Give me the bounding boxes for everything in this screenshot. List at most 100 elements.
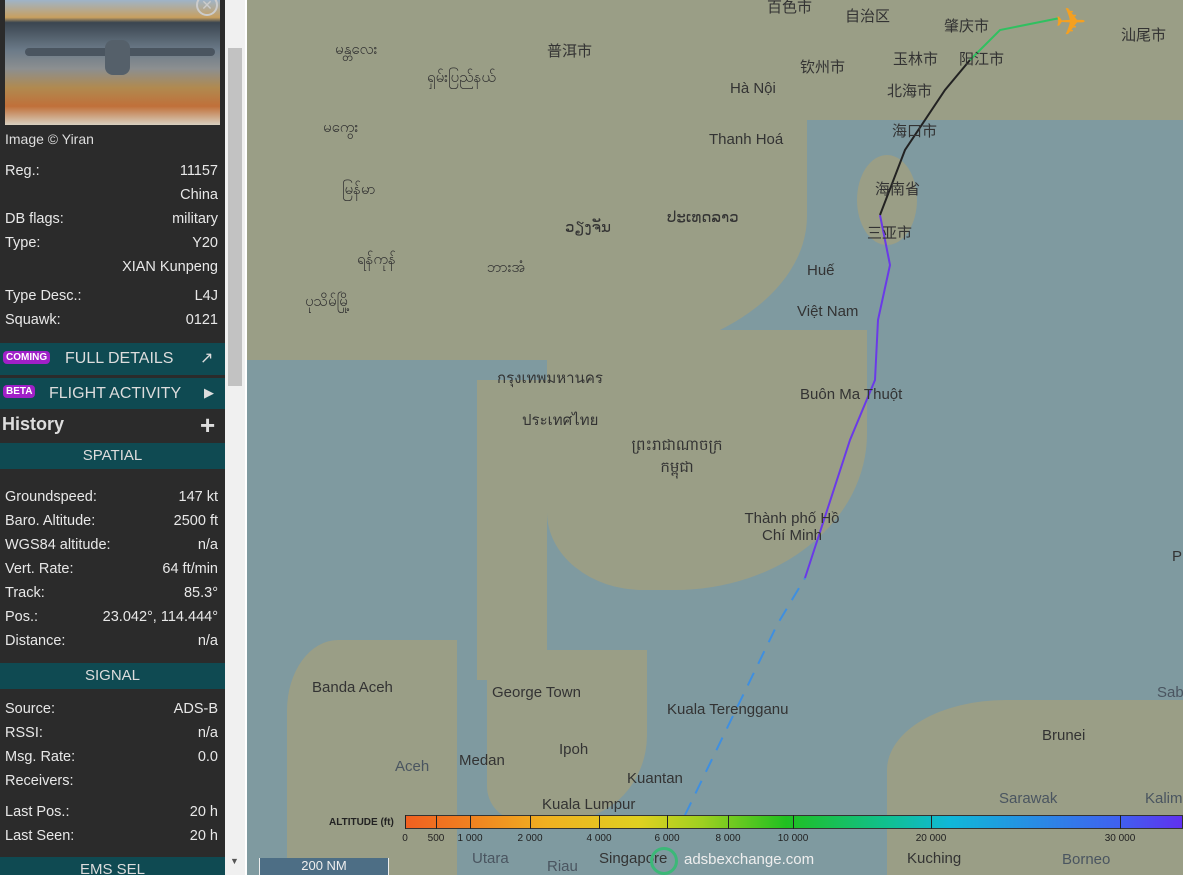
map-label: Riau bbox=[547, 858, 578, 875]
map-label: Thanh Hoá bbox=[709, 131, 784, 148]
map-label: 三亚市 bbox=[867, 225, 913, 242]
info-row: XIAN Kunpeng bbox=[5, 259, 218, 279]
altitude-tick-label: 2 000 bbox=[517, 833, 543, 844]
row-label: DB flags: bbox=[5, 211, 64, 227]
airplane-icon[interactable]: ✈ bbox=[1055, 2, 1087, 44]
map-label: မြန်မာ bbox=[342, 181, 376, 198]
info-row: Type: Y20 bbox=[5, 235, 218, 255]
attribution: adsbexchange.com bbox=[684, 851, 815, 868]
altitude-tick bbox=[470, 815, 471, 829]
altitude-legend-bar bbox=[405, 815, 1183, 829]
row-label: WGS84 altitude: bbox=[5, 537, 111, 553]
row-label: Type Desc.: bbox=[5, 288, 82, 304]
signal-section-header[interactable]: SIGNAL bbox=[0, 663, 225, 689]
row-value: 147 kt bbox=[178, 489, 219, 505]
map-label: ရှမ်းပြည်နယ် bbox=[427, 69, 496, 86]
sidebar-scrollbar[interactable]: ▼ bbox=[225, 0, 245, 875]
row-value: n/a bbox=[197, 725, 218, 741]
map-label: Kuching bbox=[907, 850, 962, 867]
history-heading: History bbox=[2, 414, 65, 434]
spatial-section-header[interactable]: SPATIAL bbox=[0, 443, 225, 469]
map-label: Borneo bbox=[1062, 851, 1111, 868]
map-label: Kuala Lumpur bbox=[542, 796, 636, 813]
map-label: ປະເທດລາວ bbox=[667, 209, 739, 226]
altitude-tick-label: 500 bbox=[427, 833, 445, 844]
image-credit: Image © Yiran bbox=[5, 131, 94, 147]
map-label: ព្រះរាជាណាចក្រ កម្ពុជា bbox=[631, 437, 723, 476]
row-label: Last Seen: bbox=[5, 828, 75, 844]
info-row: Vert. Rate: 64 ft/min bbox=[5, 561, 218, 581]
altitude-tick bbox=[530, 815, 531, 829]
row-label: Distance: bbox=[5, 633, 66, 649]
info-row: DB flags: military bbox=[5, 211, 218, 231]
row-label: Squawk: bbox=[5, 312, 61, 328]
row-value: 2500 ft bbox=[173, 513, 218, 529]
full-details-button[interactable]: COMING FULL DETAILS ↗ bbox=[0, 343, 225, 375]
altitude-tick bbox=[1120, 815, 1121, 829]
map-label: Ipoh bbox=[559, 741, 589, 758]
map-label: Aceh bbox=[395, 758, 430, 775]
map-label: Utara bbox=[472, 850, 509, 867]
map-label: Sarawak bbox=[999, 790, 1058, 807]
altitude-tick bbox=[436, 815, 437, 829]
info-row: Last Seen: 20 h bbox=[5, 828, 218, 848]
map-label: กรุงเทพมหานคร bbox=[497, 370, 603, 387]
row-label: Source: bbox=[5, 701, 55, 717]
map-label: Thành phố Hồ Chí Minh bbox=[744, 510, 840, 544]
altitude-tick-label: 30 000 bbox=[1104, 833, 1136, 844]
altitude-tick-label: 8 000 bbox=[715, 833, 741, 844]
altitude-legend-title: ALTITUDE (ft) bbox=[329, 817, 394, 828]
map-label: 阳江市 bbox=[959, 51, 1005, 68]
info-row: Last Pos.: 20 h bbox=[5, 804, 218, 824]
aircraft-photo[interactable] bbox=[5, 0, 220, 125]
row-label: Pos.: bbox=[5, 609, 39, 625]
info-row: Receivers: bbox=[5, 773, 218, 793]
map[interactable]: 百色市 自治区 肇庆市 汕尾市 普洱市 玉林市 阳江市 钦州市 北海市 Hà Nội မန္တလေး… bbox=[247, 0, 1183, 875]
map-label: 北海市 bbox=[887, 83, 933, 100]
altitude-tick-label: 20 000 bbox=[915, 833, 947, 844]
row-label: Reg.: bbox=[5, 163, 40, 179]
ems-section-header[interactable]: EMS SEL bbox=[0, 857, 225, 875]
scrollbar-thumb[interactable] bbox=[228, 48, 242, 386]
info-row: RSSI: n/a bbox=[5, 725, 218, 745]
plus-icon[interactable]: + bbox=[200, 410, 216, 440]
altitude-tick-label: 6 000 bbox=[654, 833, 680, 844]
info-row: Pos.: 23.042°, 114.444° bbox=[5, 609, 218, 629]
altitude-tick bbox=[599, 815, 600, 829]
track-segment bbox=[969, 17, 1061, 61]
row-label: Groundspeed: bbox=[5, 489, 97, 505]
map-label: မကွေး bbox=[323, 119, 359, 136]
map-label: ວຽງຈັນ bbox=[565, 219, 611, 236]
info-row: China bbox=[5, 187, 218, 207]
map-label: Việt Nam bbox=[797, 303, 859, 320]
beta-badge: BETA bbox=[3, 385, 36, 398]
altitude-tick-label: 4 000 bbox=[586, 833, 612, 844]
aircraft-info-panel: ✕ Image © Yiran Reg.: 11157 China DB flags:… bbox=[0, 0, 225, 875]
map-label: 汕尾市 bbox=[1121, 27, 1167, 44]
scale-bar: 200 NM bbox=[259, 858, 389, 875]
map-label: ရန်ကုန် bbox=[357, 251, 396, 268]
info-row: Track: 85.3° bbox=[5, 585, 218, 605]
adsbexchange-logo-icon bbox=[650, 847, 678, 875]
map-label: Sabah bbox=[1157, 684, 1183, 701]
map-label: Medan bbox=[459, 752, 505, 769]
altitude-tick-label: 0 bbox=[402, 833, 408, 844]
coming-badge: COMING bbox=[3, 351, 51, 364]
scroll-down-icon[interactable]: ▼ bbox=[230, 856, 239, 866]
map-label: Kalimar bbox=[1145, 790, 1183, 807]
map-label: 肇庆市 bbox=[944, 18, 990, 35]
map-label: 百色市 bbox=[767, 0, 813, 16]
track-segment bbox=[879, 59, 971, 216]
close-icon[interactable]: ✕ bbox=[196, 0, 218, 16]
map-label: 钦州市 bbox=[800, 59, 846, 76]
map-label: Banda Aceh bbox=[312, 679, 393, 696]
row-value: n/a bbox=[197, 537, 218, 553]
info-row: Msg. Rate: 0.0 bbox=[5, 749, 218, 769]
row-label: Track: bbox=[5, 585, 45, 601]
map-label: မန္တလေး bbox=[335, 41, 378, 58]
map-label: 玉林市 bbox=[893, 51, 939, 68]
info-row: Squawk: 0121 bbox=[5, 312, 218, 332]
row-value: XIAN Kunpeng bbox=[122, 259, 218, 275]
flight-activity-button[interactable]: BETA FLIGHT ACTIVITY ▶ bbox=[0, 378, 225, 409]
row-label: Vert. Rate: bbox=[5, 561, 74, 577]
